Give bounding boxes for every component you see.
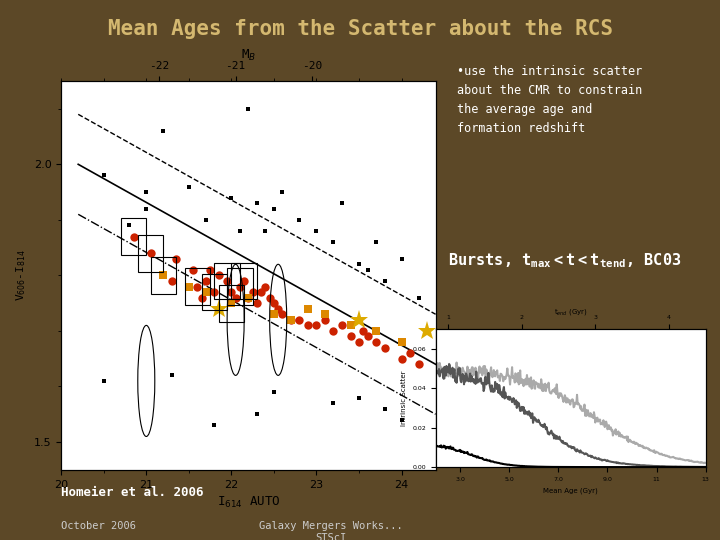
Bar (150, 257, 176, 294)
Y-axis label: V$_{606}$-I$_{814}$: V$_{606}$-I$_{814}$ (14, 249, 28, 301)
Text: Homeier et al. 2006: Homeier et al. 2006 (61, 486, 204, 499)
X-axis label: Mean Age (Gyr): Mean Age (Gyr) (543, 488, 598, 494)
Text: Mean Ages from the Scatter about the RCS: Mean Ages from the Scatter about the RCS (107, 19, 613, 39)
Text: Bursts, $\mathregular{t_{max}<t<t_{tend}}$, BC03: Bursts, $\mathregular{t_{max}<t<t_{tend}… (448, 251, 681, 270)
X-axis label: M$_B$: M$_B$ (241, 48, 256, 63)
Bar (121, 218, 146, 255)
X-axis label: t$_{end}$ (Gyr): t$_{end}$ (Gyr) (554, 307, 588, 317)
Bar (138, 235, 163, 272)
Y-axis label: Intrinsic Scatter: Intrinsic Scatter (400, 370, 407, 426)
X-axis label: I$_{614}$ AUTO: I$_{614}$ AUTO (217, 495, 280, 510)
Text: Galaxy Mergers Works...
STScI: Galaxy Mergers Works... STScI (259, 521, 403, 540)
Text: October 2006: October 2006 (61, 521, 136, 531)
Bar (227, 268, 253, 305)
Text: •use the intrinsic scatter
about the CMR to constrain
the average age and
format: •use the intrinsic scatter about the CMR… (457, 65, 642, 135)
Bar (219, 285, 244, 321)
Bar (184, 268, 210, 305)
Bar (202, 274, 227, 310)
Bar (215, 262, 240, 299)
Bar (231, 262, 257, 299)
